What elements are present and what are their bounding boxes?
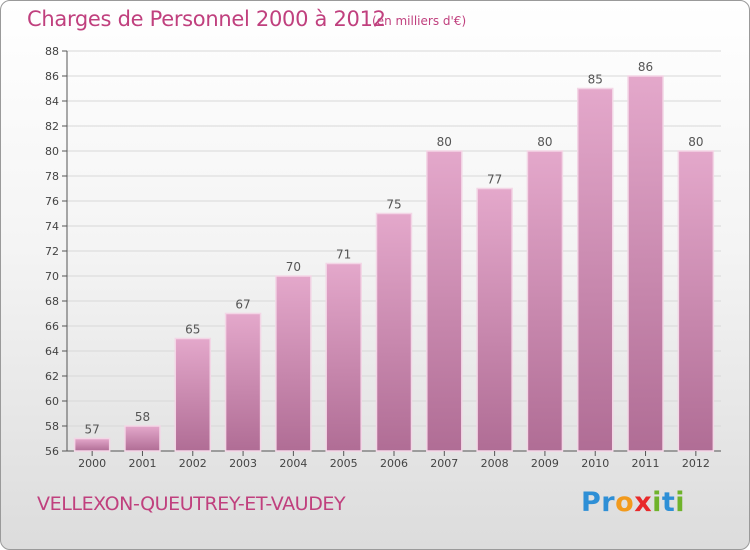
data-label: 67 [235, 298, 250, 312]
y-tick-label: 70 [45, 270, 59, 283]
y-tick-label: 72 [45, 245, 59, 258]
bar [174, 337, 212, 452]
y-tick-label: 78 [45, 170, 59, 183]
x-tick-label: 2001 [128, 457, 156, 470]
y-tick-label: 64 [45, 345, 59, 358]
y-tick-label: 74 [45, 220, 59, 233]
logo-letter: P [581, 487, 602, 518]
bar [275, 275, 312, 452]
chart-subtitle: (en milliers d'€) [372, 14, 467, 28]
data-label: 80 [688, 135, 703, 149]
logo-letter: o [615, 487, 635, 518]
bar [526, 150, 564, 452]
bar [576, 87, 614, 452]
data-label: 58 [135, 410, 150, 424]
y-tick-label: 86 [45, 70, 59, 83]
data-label: 77 [487, 173, 502, 187]
place-name: VELLEXON-QUEUTREY-ET-VAUDEY [37, 493, 346, 515]
data-label: 57 [85, 423, 100, 437]
logo-letter: r [601, 487, 616, 518]
y-tick-label: 76 [45, 195, 59, 208]
bar [325, 262, 362, 452]
x-tick-label: 2007 [430, 457, 458, 470]
y-tick-label: 84 [45, 95, 59, 108]
logo-letter: i [675, 487, 686, 518]
x-tick-label: 2006 [380, 457, 408, 470]
y-tick-label: 88 [45, 45, 59, 58]
bar [124, 425, 161, 452]
logo-letter: t [661, 487, 676, 518]
bar [224, 312, 262, 452]
data-label: 65 [185, 323, 200, 337]
y-tick-label: 66 [45, 320, 59, 333]
x-tick-label: 2000 [78, 457, 106, 470]
y-tick-label: 56 [45, 445, 59, 458]
y-tick-label: 62 [45, 370, 59, 383]
plot-area: 56 58 60 62 64 66 68 70 72 74 76 78 80 82 84 86 88 57 2000… [45, 45, 721, 470]
chart-title: Charges de Personnel 2000 à 2012 [27, 7, 386, 31]
logo-letter: x [634, 487, 653, 518]
proxiti-logo[interactable]: Proxiti [581, 487, 685, 518]
bar [73, 437, 111, 452]
data-label: 86 [638, 60, 653, 74]
y-tick-label: 82 [45, 120, 59, 133]
x-tick-label: 2003 [229, 457, 257, 470]
data-label: 75 [386, 198, 401, 212]
y-tick-label: 58 [45, 420, 59, 433]
bar [677, 150, 715, 452]
x-tick-label: 2009 [531, 457, 559, 470]
data-label: 80 [437, 135, 452, 149]
data-label: 85 [588, 73, 603, 87]
y-tick-label: 68 [45, 295, 59, 308]
y-tick-label: 60 [45, 395, 59, 408]
data-label: 70 [286, 260, 301, 274]
x-tick-label: 2005 [330, 457, 358, 470]
bar [375, 212, 413, 452]
x-tick-label: 2002 [179, 457, 207, 470]
data-label: 80 [537, 135, 552, 149]
data-label: 71 [336, 248, 351, 262]
x-tick-label: 2012 [682, 457, 710, 470]
bar [476, 187, 513, 452]
x-tick-label: 2004 [279, 457, 307, 470]
bar [627, 75, 664, 452]
y-tick-label: 80 [45, 145, 59, 158]
x-tick-label: 2010 [581, 457, 609, 470]
logo-letter: i [652, 487, 662, 518]
x-tick-label: 2008 [481, 457, 509, 470]
bar [426, 150, 463, 452]
x-tick-label: 2011 [632, 457, 660, 470]
